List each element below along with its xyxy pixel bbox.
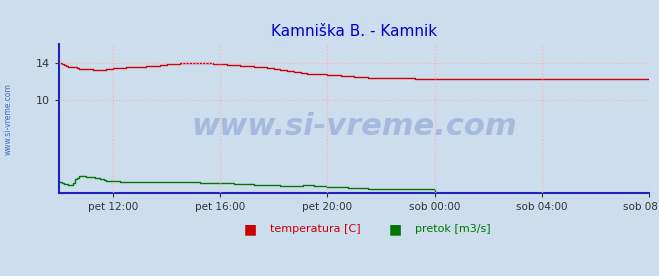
Text: www.si-vreme.com: www.si-vreme.com <box>191 112 517 141</box>
Title: Kamniška B. - Kamnik: Kamniška B. - Kamnik <box>271 24 438 39</box>
Text: ■: ■ <box>389 222 402 236</box>
Text: www.si-vreme.com: www.si-vreme.com <box>4 83 13 155</box>
Text: temperatura [C]: temperatura [C] <box>270 224 361 234</box>
Text: ■: ■ <box>244 222 257 236</box>
Text: pretok [m3/s]: pretok [m3/s] <box>415 224 491 234</box>
